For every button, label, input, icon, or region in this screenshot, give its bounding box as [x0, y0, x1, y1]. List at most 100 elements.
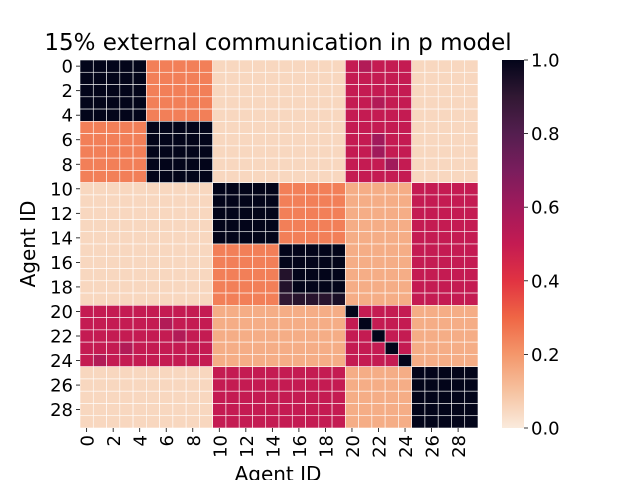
heatmap-cell: [265, 317, 280, 331]
heatmap-cell: [146, 390, 160, 404]
heatmap-cell: [238, 108, 253, 122]
heatmap-cell: [159, 378, 174, 392]
heatmap-cell: [146, 84, 160, 98]
heatmap-cell: [212, 292, 227, 306]
heatmap-cell: [106, 231, 121, 245]
heatmap-cell: [398, 170, 412, 183]
heatmap-cell: [199, 84, 213, 98]
heatmap-cell: [252, 341, 267, 355]
heatmap-cell: [278, 292, 293, 306]
heatmap-cell: [265, 341, 280, 355]
heatmap-cell: [92, 121, 107, 134]
heatmap-cell: [464, 317, 479, 331]
colorbar: [502, 60, 524, 428]
heatmap-cell: [291, 415, 306, 429]
heatmap-cell: [185, 219, 200, 233]
heatmap-cell: [119, 133, 134, 147]
heatmap-cell: [371, 317, 386, 331]
heatmap-cell: [132, 390, 147, 404]
heatmap-cell: [146, 145, 160, 159]
heatmap-cell: [185, 366, 200, 380]
heatmap-cell: [92, 231, 107, 245]
heatmap-cell: [437, 71, 452, 85]
heatmap-cell: [79, 231, 94, 245]
heatmap-cell: [318, 71, 333, 85]
heatmap-cell: [159, 403, 174, 417]
heatmap-cell: [172, 366, 187, 380]
heatmap-cell: [291, 108, 306, 122]
heatmap-cell: [305, 182, 320, 196]
heatmap-cell: [212, 206, 227, 220]
heatmap-cell: [318, 329, 333, 343]
heatmap-cell: [464, 84, 479, 98]
heatmap-cell: [212, 231, 227, 245]
x-tick-label: 4: [131, 435, 152, 446]
heatmap-cell: [411, 354, 426, 367]
heatmap-cell: [119, 403, 134, 417]
heatmap-cell: [185, 415, 200, 429]
heatmap-cell: [252, 96, 267, 110]
heatmap-cell: [265, 243, 280, 257]
heatmap-cell: [437, 403, 452, 417]
heatmap-cell: [92, 390, 107, 404]
heatmap-cell: [238, 71, 253, 85]
heatmap-cell: [384, 268, 399, 282]
heatmap-cell: [371, 133, 386, 147]
heatmap-cell: [424, 292, 439, 306]
heatmap-cell: [265, 157, 280, 171]
heatmap-cell: [291, 366, 306, 380]
heatmap-cell: [225, 268, 240, 282]
heatmap-cell: [384, 403, 399, 417]
heatmap-cell: [437, 305, 452, 318]
heatmap-cell: [199, 255, 213, 269]
heatmap-cell: [199, 341, 213, 355]
heatmap-cell: [398, 145, 412, 159]
heatmap-cell: [411, 59, 426, 73]
colorbar-tick-label: 0.8: [531, 124, 560, 145]
x-tick-label: 16: [290, 435, 311, 458]
heatmap-cell: [238, 194, 253, 208]
heatmap-cell: [212, 403, 227, 417]
heatmap-cell: [119, 121, 134, 134]
x-tick-label: 6: [157, 435, 178, 446]
heatmap-cell: [225, 133, 240, 147]
heatmap-cell: [106, 403, 121, 417]
heatmap-cell: [119, 292, 134, 306]
heatmap-cell: [238, 231, 253, 245]
heatmap-cell: [318, 366, 333, 380]
heatmap-cell: [318, 194, 333, 208]
heatmap-cell: [252, 157, 267, 171]
heatmap-cell: [146, 231, 160, 245]
heatmap-cell: [464, 366, 479, 380]
heatmap-cell: [371, 71, 386, 85]
heatmap-cell: [252, 317, 267, 331]
heatmap-cell: [358, 96, 373, 110]
heatmap-cell: [464, 280, 479, 294]
heatmap-cell: [119, 354, 134, 367]
heatmap-cell: [318, 268, 333, 282]
heatmap-cell: [345, 108, 359, 122]
heatmap-cell: [79, 84, 94, 98]
heatmap-cell: [159, 268, 174, 282]
heatmap-cell: [199, 59, 213, 73]
heatmap-cell: [225, 390, 240, 404]
heatmap-cell: [318, 219, 333, 233]
heatmap-cell: [185, 170, 200, 183]
heatmap-cell: [199, 194, 213, 208]
heatmap-cell: [185, 194, 200, 208]
heatmap-cell: [305, 243, 320, 257]
heatmap-cell: [278, 378, 293, 392]
heatmap-cell: [172, 145, 187, 159]
heatmap-cell: [371, 145, 386, 159]
heatmap-cell: [238, 206, 253, 220]
heatmap-cell: [185, 378, 200, 392]
heatmap-cell: [172, 182, 187, 196]
heatmap-cell: [371, 194, 386, 208]
heatmap-cell: [464, 108, 479, 122]
heatmap-cell: [185, 121, 200, 134]
colorbar-tick-label: 0.6: [531, 198, 560, 219]
heatmap-cell: [132, 317, 147, 331]
heatmap-cell: [146, 255, 160, 269]
heatmap-cell: [305, 170, 320, 183]
heatmap-cell: [225, 182, 240, 196]
